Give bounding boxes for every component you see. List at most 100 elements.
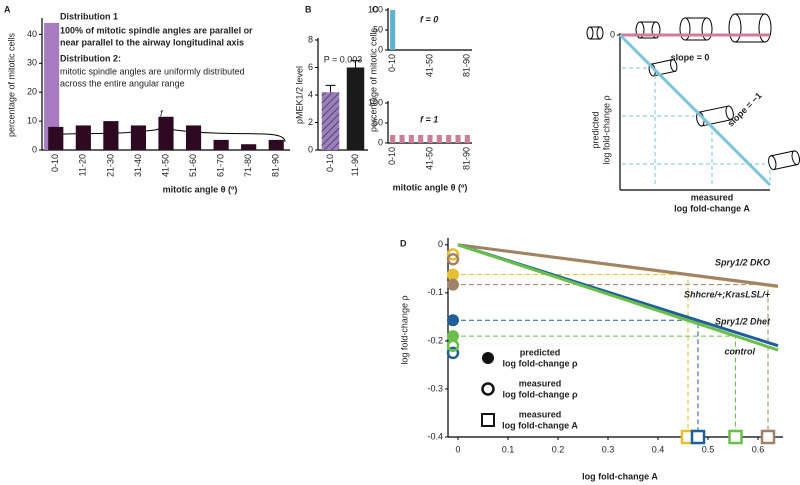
guide-line bbox=[453, 284, 769, 431]
bar bbox=[103, 121, 119, 150]
x-tick-label: 0.1 bbox=[502, 444, 515, 454]
x-tick-label: 11-20 bbox=[78, 154, 88, 176]
y-axis-label: log fold-change ρ bbox=[601, 95, 611, 164]
bar bbox=[185, 125, 202, 150]
bar bbox=[48, 126, 64, 150]
series-label: Distribution 2: bbox=[60, 53, 121, 63]
x-tick-label: 41-50 bbox=[160, 154, 170, 177]
bar bbox=[130, 125, 147, 150]
line bbox=[618, 33, 772, 187]
y-tick-label: 8 bbox=[308, 34, 313, 44]
y-tick-label: 0 bbox=[378, 44, 383, 54]
series-label: Distribution 1 bbox=[60, 11, 118, 21]
y-tick-label: 40 bbox=[27, 29, 37, 39]
y-tick-label: 0 bbox=[308, 144, 313, 154]
y-tick-label: 20 bbox=[27, 87, 37, 97]
measured-a-point bbox=[728, 429, 743, 445]
guide-arrows bbox=[622, 67, 771, 185]
measured-point bbox=[446, 346, 460, 360]
series-label: Shhcre/+;KrasLSL/+ bbox=[684, 289, 771, 299]
y-axis-label: percentage of mitotic cells bbox=[368, 27, 378, 132]
x-tick-label: 41-50 bbox=[424, 54, 434, 77]
predicted-point bbox=[447, 268, 459, 281]
x-axis-label: mitotic angle θ (º) bbox=[163, 184, 238, 194]
x-tick-label: 61-70 bbox=[215, 154, 225, 177]
x-axis-label: log fold-change A bbox=[582, 471, 658, 481]
bar bbox=[464, 135, 470, 143]
legend-label: log fold-change ρ bbox=[502, 358, 577, 368]
bar bbox=[427, 135, 433, 143]
measured-a-point bbox=[690, 429, 706, 445]
legend-label: measured bbox=[519, 378, 562, 388]
bar bbox=[241, 144, 257, 150]
legend-label: log fold-change A bbox=[502, 420, 578, 430]
chart-title: f = 0 bbox=[420, 14, 438, 24]
bar bbox=[44, 22, 60, 151]
x-tick-label: 51-60 bbox=[188, 154, 198, 177]
y-tick-label: 0 bbox=[32, 144, 37, 154]
x-axis-label: mitotic angle θ (º) bbox=[393, 182, 468, 192]
panel-label: D bbox=[400, 238, 407, 248]
bar bbox=[446, 135, 452, 143]
bar bbox=[390, 10, 396, 50]
x-tick-label: 0-10 bbox=[387, 54, 397, 72]
legend-symbol bbox=[482, 352, 494, 364]
y-tick-label: 0 bbox=[378, 137, 383, 147]
y-tick-label: 50 bbox=[373, 117, 383, 127]
y-tick-label: 100 bbox=[368, 97, 383, 107]
x-tick-label: 41-50 bbox=[424, 147, 434, 170]
legend-label: measured bbox=[519, 409, 562, 419]
predicted-point bbox=[447, 314, 459, 327]
y-tick-label: 4 bbox=[308, 89, 313, 99]
y-tick-label: -0.1 bbox=[427, 287, 443, 297]
x-tick-label: 81-90 bbox=[462, 147, 472, 170]
error-bar bbox=[325, 84, 336, 93]
y-tick-label: 50 bbox=[373, 24, 383, 34]
measured-point bbox=[446, 248, 460, 261]
bar bbox=[390, 135, 396, 143]
x-tick-label: 0.5 bbox=[702, 444, 715, 454]
y-axis-label: predicted bbox=[590, 111, 600, 148]
predicted-point bbox=[447, 330, 459, 343]
legend-label: predicted bbox=[520, 347, 561, 357]
legend-symbol bbox=[481, 382, 495, 396]
line bbox=[457, 243, 779, 288]
x-tick-label: 0.6 bbox=[752, 444, 765, 454]
bar bbox=[346, 67, 365, 150]
annotation: f bbox=[160, 108, 164, 118]
annotation: mitotic spindle angles are uniformly dis… bbox=[60, 66, 245, 76]
annotation: across the entire angular range bbox=[60, 78, 185, 88]
y-tick-label: 0 bbox=[610, 29, 615, 39]
series-label: Spry1/2 Dhet bbox=[715, 316, 771, 326]
hatch bbox=[321, 92, 340, 150]
y-axis-label: percentage of mitotic cells bbox=[6, 32, 16, 137]
y-tick-label: -0.2 bbox=[427, 335, 443, 345]
x-tick-label: 21-30 bbox=[105, 154, 115, 177]
bar bbox=[455, 135, 461, 143]
annotation: P = 0.003 bbox=[324, 54, 363, 64]
x-tick-label: 0 bbox=[455, 444, 460, 454]
y-tick-label: 6 bbox=[308, 62, 313, 72]
bar bbox=[158, 116, 174, 150]
x-tick-label: 31-40 bbox=[133, 154, 143, 177]
bar bbox=[418, 135, 424, 143]
y-tick-label: -0.4 bbox=[427, 431, 443, 441]
y-tick-label: -0.3 bbox=[427, 383, 443, 393]
x-tick-label: 81-90 bbox=[271, 154, 281, 177]
y-axis-label: log fold-change ρ bbox=[399, 295, 409, 364]
legend-label: log fold-change ρ bbox=[502, 389, 577, 399]
legend-symbol bbox=[481, 413, 495, 427]
measured-point bbox=[446, 339, 460, 352]
bar bbox=[399, 135, 405, 143]
y-axis-label: pMEK1/2 level bbox=[294, 66, 304, 124]
x-axis-label: measured bbox=[691, 192, 734, 202]
chart-title: f = 1 bbox=[420, 114, 438, 124]
predicted-point bbox=[447, 278, 459, 291]
y-tick-label: 0 bbox=[438, 239, 443, 249]
x-tick-label: 0.3 bbox=[602, 444, 615, 454]
y-tick-label: 100 bbox=[368, 4, 383, 14]
series-label: slope = 0 bbox=[671, 52, 710, 62]
line bbox=[457, 243, 779, 352]
bar bbox=[75, 125, 91, 150]
